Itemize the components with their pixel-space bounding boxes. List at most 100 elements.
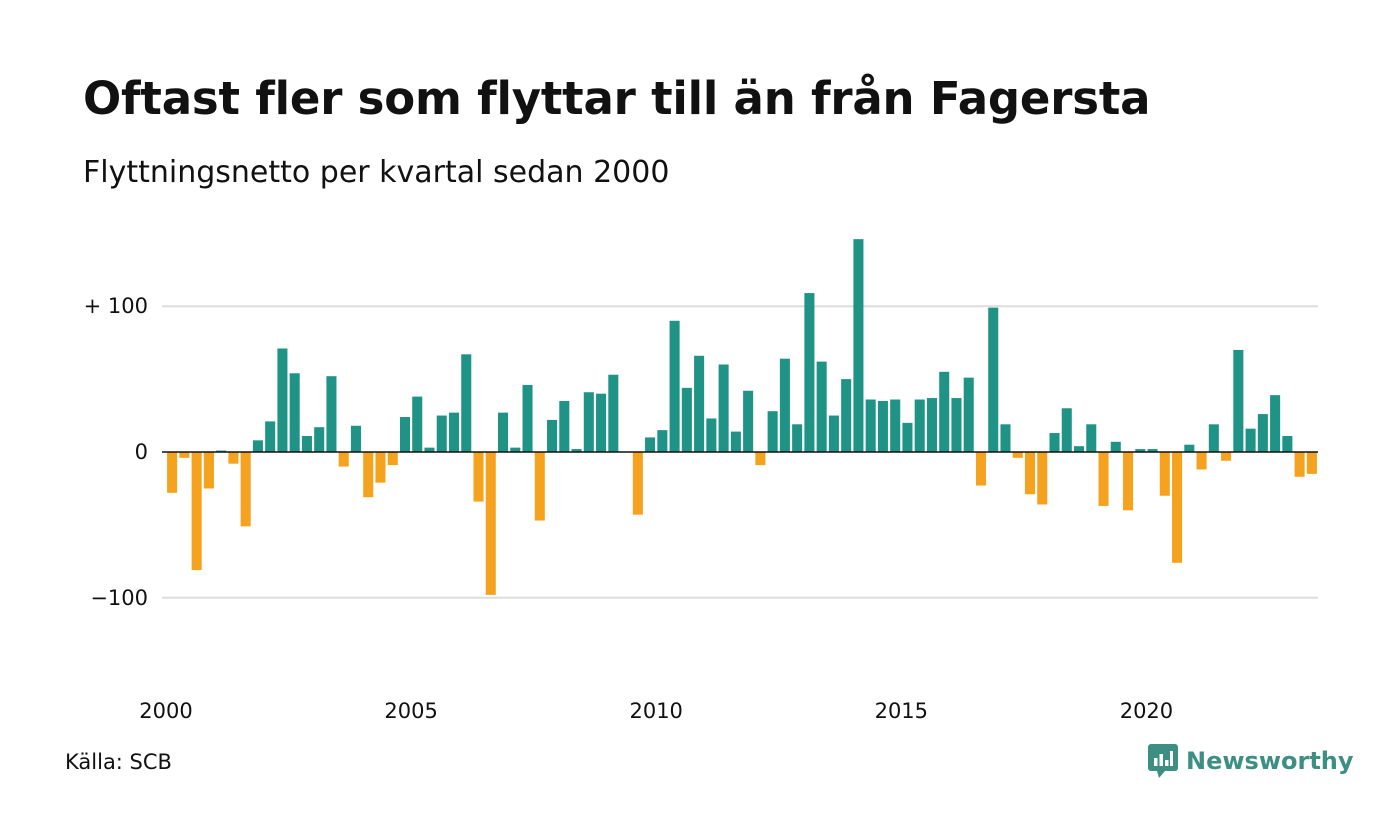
bar	[988, 307, 999, 452]
bar	[877, 400, 888, 452]
bar	[485, 452, 496, 595]
bar	[1172, 452, 1183, 563]
newsworthy-logo-icon	[1148, 744, 1178, 778]
bar	[265, 421, 276, 452]
bar	[718, 364, 729, 452]
bar	[853, 239, 864, 452]
bar	[277, 348, 288, 452]
bar	[522, 384, 533, 452]
y-tick-label: −100	[90, 586, 148, 610]
bar	[191, 452, 202, 571]
bar	[1135, 449, 1146, 452]
bars-layer	[167, 239, 1317, 595]
bar	[926, 398, 937, 452]
bar	[1282, 435, 1293, 452]
bar	[1037, 452, 1048, 505]
bar	[498, 412, 509, 452]
bar	[240, 452, 251, 527]
bar	[252, 440, 263, 452]
brand-logo: Newsworthy	[1148, 744, 1354, 778]
brand-name: Newsworthy	[1186, 747, 1354, 775]
bar	[167, 452, 178, 493]
bar	[865, 399, 876, 452]
bar	[461, 354, 472, 452]
bar	[1086, 424, 1097, 452]
bar	[792, 424, 803, 452]
bar	[1000, 424, 1011, 452]
bar	[387, 452, 398, 466]
bar	[1012, 452, 1023, 458]
bar	[179, 452, 190, 458]
bar	[1257, 414, 1268, 452]
bar	[375, 452, 386, 483]
bar	[743, 390, 754, 452]
bar	[1074, 446, 1085, 452]
bar	[1306, 452, 1317, 474]
x-tick-label: 2000	[139, 699, 192, 723]
bar	[645, 437, 656, 452]
bar	[1098, 452, 1109, 506]
bar	[424, 447, 435, 452]
bar	[963, 377, 974, 452]
bar	[363, 452, 374, 498]
bar	[1221, 452, 1232, 461]
bar	[1110, 441, 1121, 452]
x-tick-label: 2015	[875, 699, 928, 723]
bar	[559, 400, 570, 452]
bar	[1294, 452, 1305, 477]
bar	[828, 415, 839, 452]
bar	[755, 452, 766, 466]
bar	[914, 399, 925, 452]
bar	[399, 417, 410, 452]
bar	[412, 396, 423, 452]
bar	[669, 320, 680, 452]
bar	[510, 447, 521, 452]
bar	[730, 431, 741, 452]
chart-subtitle: Flyttningsnetto per kvartal sedan 2000	[83, 155, 670, 190]
bar	[1049, 433, 1060, 452]
source-note: Källa: SCB	[65, 750, 172, 774]
x-tick-label: 2005	[384, 699, 437, 723]
bar	[939, 371, 950, 452]
bar	[1123, 452, 1134, 511]
grid-layer	[162, 305, 1318, 599]
bar	[1061, 408, 1072, 452]
bar	[1270, 395, 1281, 452]
bar	[473, 452, 484, 502]
bar	[951, 398, 962, 452]
bar	[350, 425, 361, 452]
bar	[436, 415, 447, 452]
bar	[596, 393, 607, 452]
bar	[816, 361, 827, 452]
y-tick-label: 0	[135, 440, 148, 464]
bar	[1147, 449, 1158, 452]
bar	[314, 427, 325, 452]
chart-title: Oftast fler som flyttar till än från Fag…	[83, 72, 1151, 125]
bar	[1159, 452, 1170, 496]
x-tick-label: 2010	[629, 699, 682, 723]
bar	[1208, 424, 1219, 452]
bar	[694, 355, 705, 452]
bar	[779, 358, 790, 452]
bar	[1245, 428, 1256, 452]
bar	[890, 399, 901, 452]
bar	[1233, 349, 1244, 452]
bar	[289, 373, 300, 452]
x-tick-label: 2020	[1120, 699, 1173, 723]
bar	[706, 418, 717, 452]
bar	[975, 452, 986, 486]
bar	[547, 419, 558, 452]
bar	[841, 379, 852, 452]
bar	[1196, 452, 1207, 470]
bar	[657, 430, 668, 452]
bar	[681, 387, 692, 452]
bar	[1184, 444, 1195, 452]
bar	[301, 435, 312, 452]
bar	[632, 452, 643, 515]
y-tick-label: + 100	[84, 294, 148, 318]
bar	[902, 422, 913, 452]
bar	[448, 412, 460, 452]
bar	[203, 452, 214, 489]
bar	[1024, 452, 1036, 495]
